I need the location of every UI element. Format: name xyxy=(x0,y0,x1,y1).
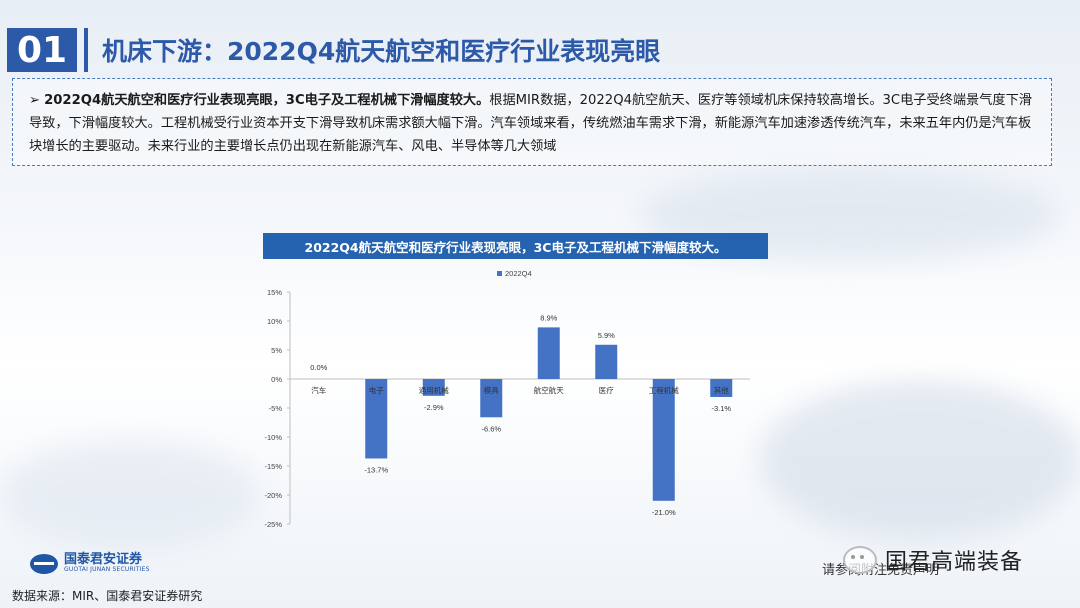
logo-name-en: GUOTAI JUNAN SECURITIES xyxy=(64,566,150,573)
bar xyxy=(595,344,618,379)
y-tick-label: -5% xyxy=(269,404,283,413)
data-label: 8.9% xyxy=(540,313,557,322)
bar xyxy=(537,327,560,379)
bullet-arrow-icon: ➢ xyxy=(29,93,41,108)
summary-body: 根据MIR数据，2022Q4航空航天、医疗等领域机床保持较高增长。3C电子受终端… xyxy=(29,93,1032,154)
y-tick-label: 15% xyxy=(267,288,282,297)
data-label: -3.1% xyxy=(711,404,731,413)
background-mountain xyxy=(0,440,260,550)
logo-mark-icon xyxy=(30,553,58,574)
y-tick-label: -20% xyxy=(264,491,282,500)
data-label: -6.6% xyxy=(481,424,501,433)
bar xyxy=(422,379,445,396)
watermark: 国君高端装备 xyxy=(843,544,1023,576)
x-category-label: 其他 xyxy=(714,385,729,395)
bar xyxy=(652,379,675,501)
y-tick-label: -10% xyxy=(264,433,282,442)
y-tick-label: 5% xyxy=(271,346,282,355)
data-source: 数据来源：MIR、国泰君安证券研究 xyxy=(12,589,203,603)
x-category-label: 汽车 xyxy=(311,385,326,395)
wechat-icon xyxy=(843,546,877,574)
legend-swatch xyxy=(497,271,502,276)
x-category-label: 模具 xyxy=(484,385,499,395)
y-tick-label: -15% xyxy=(264,462,282,471)
data-label: 0.0% xyxy=(310,363,327,372)
bar-chart: 2022Q4 15% 10% 5% 0% -5% -10% -15% -20% -25% 汽车 0… xyxy=(264,269,750,529)
y-tick-label: 0% xyxy=(271,375,282,384)
data-label: 5.9% xyxy=(598,331,615,340)
logo-name-cn: 国泰君安证券 xyxy=(64,552,143,567)
y-tick-label: 10% xyxy=(267,317,282,326)
bar xyxy=(365,379,388,459)
x-category-label: 通用机械 xyxy=(419,385,449,395)
section-number: 01 xyxy=(7,28,77,72)
summary-lead: 2022Q4航天航空和医疗行业表现亮眼，3C电子及工程机械下滑幅度较大。 xyxy=(44,93,490,108)
bar xyxy=(480,379,503,418)
x-category-label: 工程机械 xyxy=(649,385,679,395)
background-mountain xyxy=(760,380,1080,540)
bars-group: 汽车 0.0% 电子 -13.7% 通用机械 -2.9% 模具 -6.6% 航空航天 8.9% 医疗… xyxy=(310,313,733,517)
x-category-label: 航空航天 xyxy=(534,385,564,395)
legend-label: 2022Q4 xyxy=(505,269,532,278)
x-category-label: 电子 xyxy=(369,385,384,395)
chart-header: 2022Q4航天航空和医疗行业表现亮眼，3C电子及工程机械下滑幅度较大。 xyxy=(263,233,768,259)
watermark-text: 国君高端装备 xyxy=(885,550,1024,575)
data-label: -13.7% xyxy=(364,465,388,474)
x-category-label: 医疗 xyxy=(599,385,614,395)
title-divider xyxy=(84,28,88,72)
data-label: -21.0% xyxy=(652,508,676,517)
data-label: -2.9% xyxy=(424,403,444,412)
summary-box: ➢ 2022Q4航天航空和医疗行业表现亮眼，3C电子及工程机械下滑幅度较大。根据M… xyxy=(12,78,1052,166)
bar xyxy=(710,379,733,397)
y-tick-label: -25% xyxy=(264,520,282,529)
page-title: 机床下游：2022Q4航天航空和医疗行业表现亮眼 xyxy=(102,37,661,66)
company-logo: 国泰君安证券 GUOTAI JUNAN SECURITIES xyxy=(30,553,150,574)
y-axis: 15% 10% 5% 0% -5% -10% -15% -20% -25% xyxy=(264,288,750,529)
chart-legend: 2022Q4 xyxy=(497,269,532,278)
title-bar: 01 机床下游：2022Q4航天航空和医疗行业表现亮眼 xyxy=(0,28,1080,72)
